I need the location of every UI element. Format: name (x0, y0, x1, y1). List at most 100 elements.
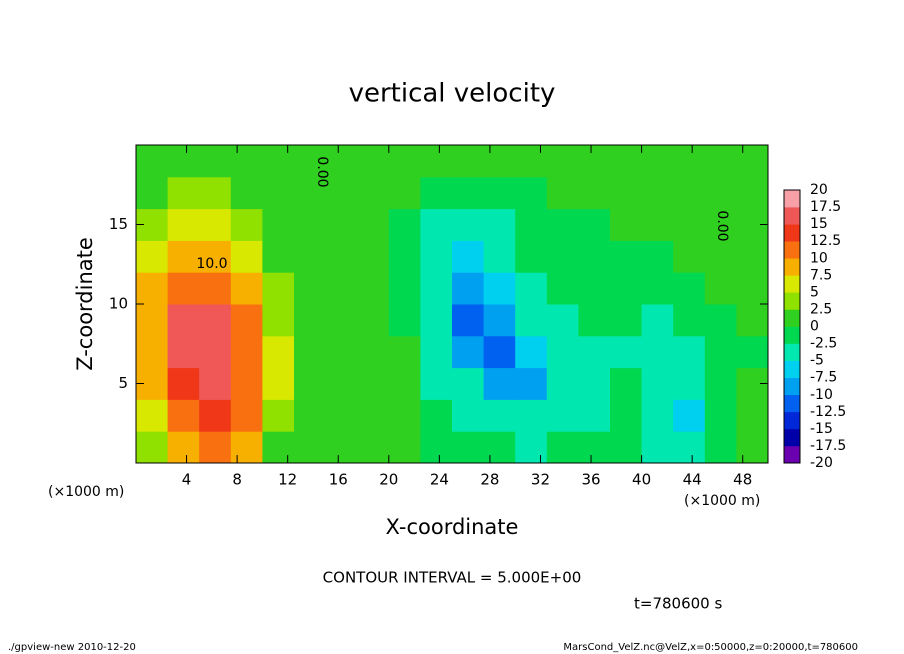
field-cell (388, 431, 421, 464)
field-cell (136, 145, 169, 178)
field-cell (704, 145, 737, 178)
x-tick-label: 24 (430, 471, 449, 489)
colorbar-label: -5 (810, 353, 824, 369)
field-cell (357, 145, 390, 178)
field-cell (673, 304, 706, 337)
field-cell (136, 431, 169, 464)
field-cell (641, 208, 674, 241)
field-cell (420, 431, 453, 464)
field-cell (294, 431, 327, 464)
field-cell (736, 176, 769, 210)
field-cell (673, 145, 706, 178)
field-cell (673, 240, 706, 273)
field-cell (578, 399, 611, 432)
field-cell (325, 304, 358, 337)
field-cell (452, 399, 485, 432)
field-cell (515, 431, 548, 464)
field-cell (136, 240, 169, 273)
y-tick-label: 5 (118, 374, 128, 392)
field-cell (136, 399, 169, 432)
field-cell (736, 272, 769, 305)
colorbar-label: -10 (810, 387, 833, 403)
y-tick-label: 15 (109, 215, 128, 233)
field-cell (483, 176, 516, 210)
field-cell (136, 304, 169, 337)
field-cell (262, 335, 295, 369)
field-cell (388, 335, 421, 369)
field-cell (357, 399, 390, 432)
contour-label: 0.00 (314, 156, 330, 187)
colorbar-band (784, 190, 800, 208)
field-cell (704, 367, 737, 400)
x-tick-label: 16 (329, 471, 348, 489)
field-cell (357, 272, 390, 305)
field-cell (673, 367, 706, 400)
colorbar-label: 0 (810, 319, 819, 335)
x-tick-label: 20 (379, 471, 398, 489)
field-cell (546, 176, 579, 210)
field-cell (610, 399, 643, 432)
field-cell (578, 304, 611, 337)
field-cell (230, 208, 263, 241)
field-cell (262, 240, 295, 273)
field-cell (673, 399, 706, 432)
field-cell (483, 335, 516, 369)
field-cell (546, 145, 579, 178)
field-cell (515, 176, 548, 210)
field-cell (483, 145, 516, 178)
field-cell (546, 272, 579, 305)
field-cell (167, 240, 200, 273)
field-cell (515, 208, 548, 241)
colorbar-label: 12.5 (810, 233, 841, 249)
field-cell (136, 272, 169, 305)
x-unit-label: (×1000 m) (684, 493, 760, 509)
field-cell (578, 145, 611, 178)
field-cell (641, 431, 674, 464)
field-cell (546, 367, 579, 400)
colorbar-band (784, 258, 800, 276)
x-tick-label: 48 (733, 471, 752, 489)
x-tick-label: 8 (232, 471, 242, 489)
field-cell (325, 367, 358, 400)
colorbar-band (784, 207, 800, 225)
colorbar-band (784, 360, 800, 378)
field-cell (483, 272, 516, 305)
colorbar-label: -17.5 (810, 438, 846, 454)
field-cell (736, 304, 769, 337)
colorbar-band (784, 326, 800, 344)
field-cell (136, 176, 169, 210)
field-cell (388, 176, 421, 210)
field-cell (388, 399, 421, 432)
colorbar-band (784, 445, 800, 464)
field-cell (262, 367, 295, 400)
field-cell (546, 335, 579, 369)
field-cell (420, 335, 453, 369)
field-cell (325, 335, 358, 369)
colorbar-label: -7.5 (810, 370, 837, 386)
field-cell (452, 240, 485, 273)
field-cell (167, 145, 200, 178)
field-cell (262, 145, 295, 178)
field-cell (610, 176, 643, 210)
field-cell (483, 240, 516, 273)
field-cell (420, 367, 453, 400)
colorbar-label: -20 (810, 455, 833, 471)
field-cell (167, 272, 200, 305)
field-cell (515, 272, 548, 305)
field-cell (610, 272, 643, 305)
field-cell (199, 176, 232, 210)
contour-label: 0.00 (714, 210, 730, 241)
field-cell (515, 304, 548, 337)
field-cell (167, 431, 200, 464)
field-cell (357, 367, 390, 400)
field-cell (167, 208, 200, 241)
colorbar-band (784, 377, 800, 396)
colorbar-band (784, 241, 800, 259)
field-cell (167, 304, 200, 337)
field-cell (420, 399, 453, 432)
field-cell (230, 145, 263, 178)
field-cell (610, 335, 643, 369)
field-cell (388, 304, 421, 337)
field-cell (515, 145, 548, 178)
field-cell (546, 208, 579, 241)
